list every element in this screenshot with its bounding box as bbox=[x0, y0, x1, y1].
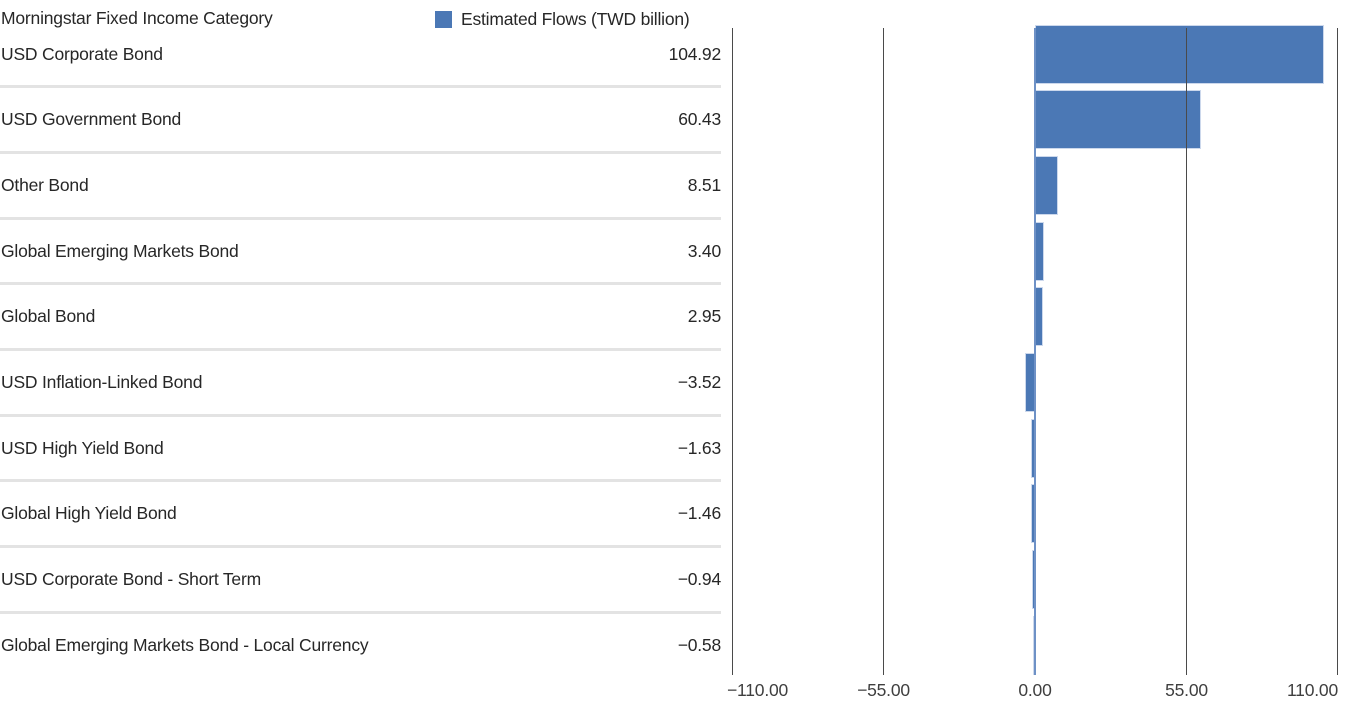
x-axis-tick-label: −55.00 bbox=[857, 680, 910, 700]
row-separator bbox=[0, 610, 721, 614]
category-label: Global High Yield Bond bbox=[1, 503, 177, 524]
row-separator bbox=[0, 545, 721, 549]
gridline bbox=[1337, 28, 1339, 675]
table-row: USD Corporate Bond 104.92 bbox=[0, 21, 721, 87]
row-separator bbox=[0, 282, 721, 286]
table-row: Global Emerging Markets Bond - Local Cur… bbox=[0, 612, 721, 678]
category-label: USD Corporate Bond - Short Term bbox=[1, 568, 261, 589]
zero-baseline bbox=[1034, 28, 1036, 675]
table-row: Global Emerging Markets Bond 3.40 bbox=[0, 218, 721, 284]
category-label: Global Bond bbox=[1, 306, 96, 327]
legend-label: Estimated Flows (TWD billion) bbox=[461, 9, 690, 29]
flow-value: −3.52 bbox=[677, 371, 721, 392]
flow-bar bbox=[1035, 24, 1324, 84]
row-separator bbox=[0, 348, 721, 352]
gridline bbox=[1185, 28, 1187, 675]
table-row: Global Bond 2.95 bbox=[0, 284, 721, 350]
table-row: Other Bond 8.51 bbox=[0, 153, 721, 219]
category-label: USD Corporate Bond bbox=[1, 43, 163, 64]
gridline bbox=[731, 28, 733, 675]
flow-value: −1.46 bbox=[677, 503, 721, 524]
row-separator bbox=[0, 413, 721, 417]
x-axis-tick-label: −110.00 bbox=[727, 680, 789, 700]
flow-value: −0.94 bbox=[677, 568, 721, 589]
flow-bar bbox=[1035, 90, 1202, 150]
table-row: Global High Yield Bond −1.46 bbox=[0, 481, 721, 547]
category-label: USD Government Bond bbox=[1, 109, 182, 130]
category-label: USD High Yield Bond bbox=[1, 437, 164, 458]
flow-value: −1.63 bbox=[677, 437, 721, 458]
category-label: Other Bond bbox=[1, 174, 89, 195]
flow-value: 3.40 bbox=[687, 240, 721, 261]
flow-bar bbox=[1035, 155, 1059, 215]
flow-bar bbox=[1035, 221, 1045, 281]
row-separator bbox=[0, 479, 721, 483]
table-row: USD Corporate Bond - Short Term −0.94 bbox=[0, 547, 721, 613]
table-row: USD High Yield Bond −1.63 bbox=[0, 415, 721, 481]
category-label: Global Emerging Markets Bond bbox=[1, 240, 239, 261]
category-label: USD Inflation-Linked Bond bbox=[1, 371, 203, 392]
table-row: USD Inflation-Linked Bond −3.52 bbox=[0, 350, 721, 416]
legend-swatch-icon bbox=[435, 10, 452, 28]
category-label: Global Emerging Markets Bond - Local Cur… bbox=[1, 634, 369, 655]
row-separator bbox=[0, 85, 721, 89]
flow-bar bbox=[1035, 287, 1044, 347]
flow-value: 60.43 bbox=[678, 109, 721, 130]
gridline bbox=[883, 28, 884, 675]
table-row: USD Government Bond 60.43 bbox=[0, 87, 721, 153]
flow-value: −0.58 bbox=[677, 634, 721, 655]
x-axis-tick-label: 0.00 bbox=[1018, 680, 1052, 700]
row-separator bbox=[0, 151, 721, 155]
x-axis-tick-label: 55.00 bbox=[1165, 680, 1208, 700]
flow-value: 2.95 bbox=[687, 306, 721, 327]
chart-legend: Estimated Flows (TWD billion) bbox=[435, 9, 690, 29]
flow-value: 104.92 bbox=[668, 43, 722, 64]
flow-value: 8.51 bbox=[687, 174, 721, 195]
row-separator bbox=[0, 216, 721, 220]
x-axis-tick-label: 110.00 bbox=[1286, 680, 1338, 700]
category-column-header: Morningstar Fixed Income Category bbox=[1, 8, 273, 28]
